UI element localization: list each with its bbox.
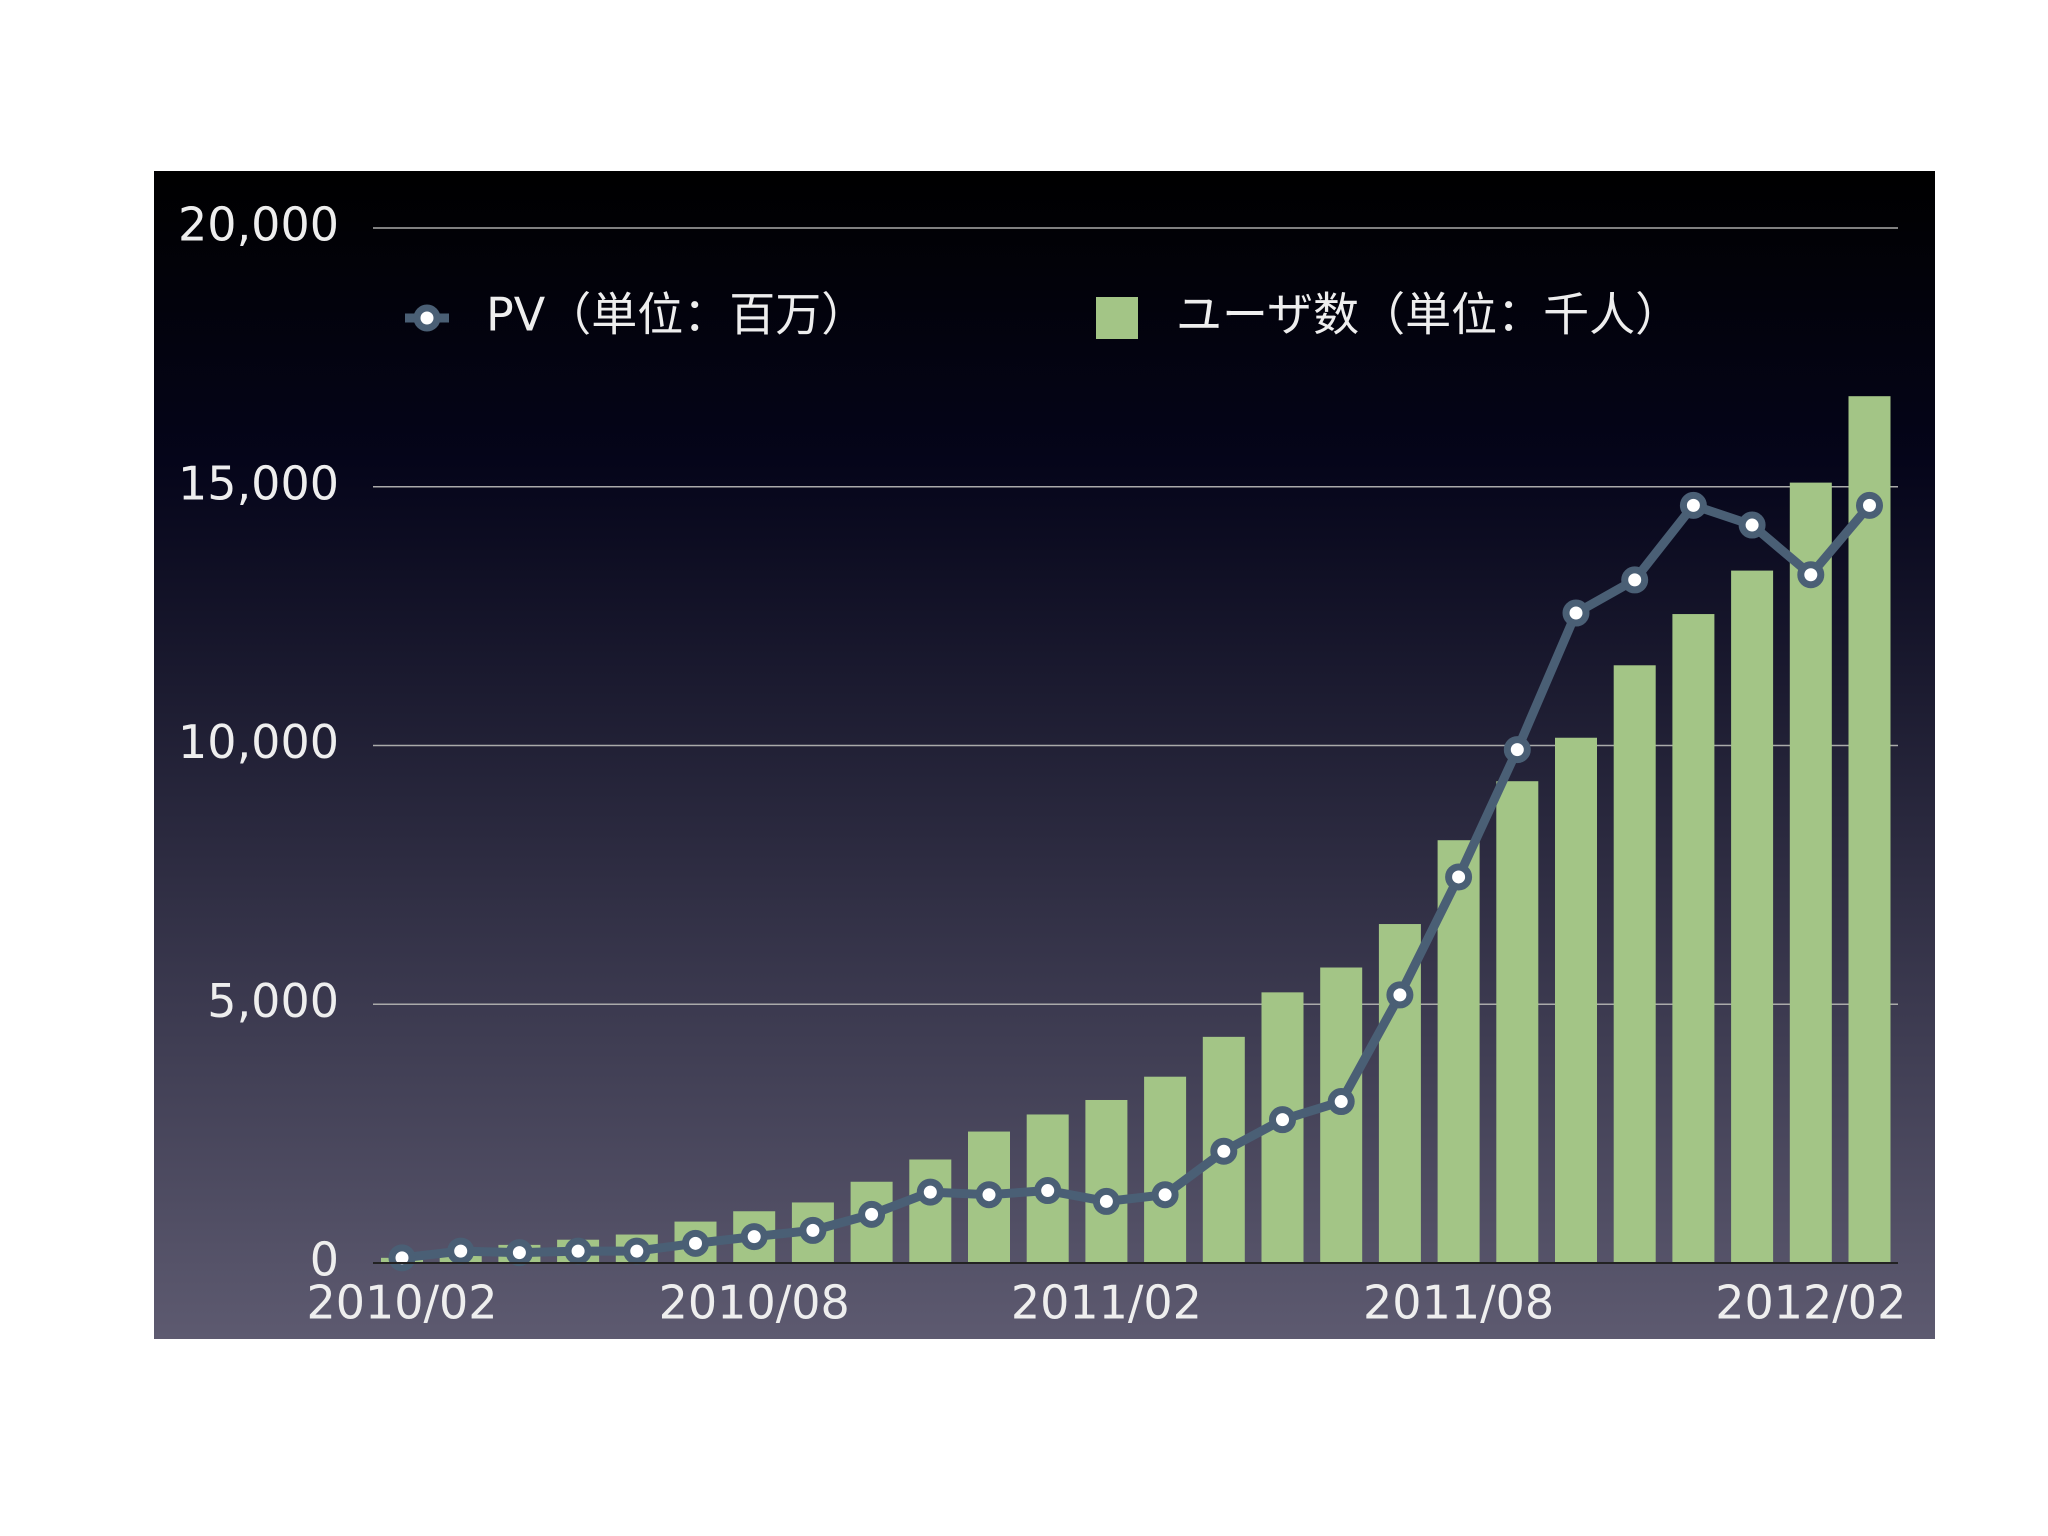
point: [1445, 863, 1473, 891]
legend-marker: [413, 304, 441, 332]
point: [1386, 981, 1414, 1009]
point: [1856, 491, 1883, 519]
x-tick-label: 2011/08: [1363, 1276, 1554, 1330]
bar: [1085, 1099, 1128, 1263]
bar: [1731, 570, 1774, 1263]
point: [388, 1244, 416, 1272]
point: [916, 1178, 944, 1206]
legend-marker: [1096, 297, 1138, 339]
bar: [909, 1159, 952, 1263]
point: [1151, 1181, 1179, 1209]
bar: [1672, 614, 1715, 1263]
bar: [1555, 737, 1597, 1263]
bar: [1320, 967, 1363, 1263]
point: [1621, 566, 1649, 594]
x-tick-label: 2010/02: [306, 1276, 497, 1330]
point: [623, 1237, 651, 1265]
point: [799, 1216, 827, 1244]
x-tick-label: 2010/08: [659, 1276, 850, 1330]
y-tick-label: 10,000: [178, 715, 339, 769]
point: [740, 1223, 768, 1251]
y-tick-label: 20,000: [178, 198, 339, 252]
y-tick-label: 5,000: [207, 974, 339, 1028]
point: [1679, 491, 1707, 519]
point: [1034, 1177, 1062, 1205]
bar: [1789, 482, 1832, 1263]
y-tick-label: 15,000: [178, 456, 339, 510]
point: [975, 1181, 1003, 1209]
point: [505, 1239, 533, 1267]
legend-label: PV（単位：百万）: [486, 288, 867, 342]
point: [1503, 736, 1531, 764]
point: [1797, 561, 1825, 589]
x-tick-label: 2012/02: [1715, 1276, 1906, 1330]
x-tick-label: 2011/02: [1011, 1276, 1202, 1330]
point: [447, 1237, 475, 1265]
y-tick-label: 0: [310, 1233, 339, 1287]
point: [858, 1200, 886, 1228]
point: [1738, 511, 1766, 539]
bar: [1848, 396, 1891, 1263]
point: [1327, 1088, 1355, 1116]
point: [1092, 1187, 1120, 1215]
bar: [1144, 1076, 1187, 1263]
point: [564, 1237, 592, 1265]
point: [1562, 599, 1590, 627]
bar: [1613, 665, 1656, 1263]
point: [1210, 1137, 1238, 1165]
bar: [1378, 924, 1421, 1263]
legend-label: ユーザ数（単位：千人）: [1176, 288, 1681, 342]
bar: [1496, 781, 1539, 1263]
point: [1269, 1106, 1296, 1134]
point: [682, 1229, 709, 1257]
